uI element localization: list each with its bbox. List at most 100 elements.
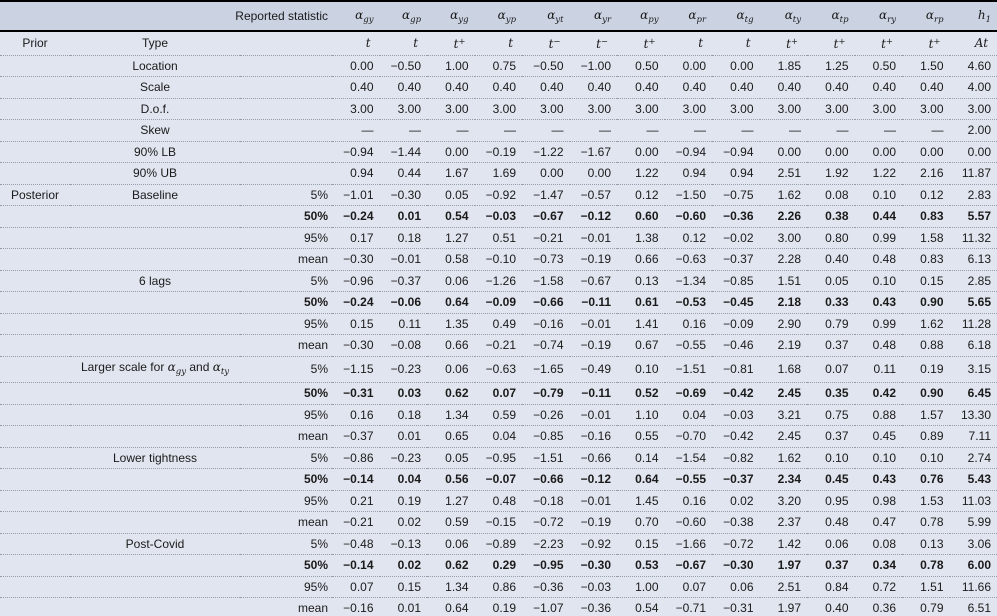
value-cell: −1.50 bbox=[664, 184, 713, 206]
stat-label: 50% bbox=[240, 291, 333, 314]
math-symbol: αty bbox=[784, 7, 802, 25]
value-cell: 0.62 bbox=[427, 382, 475, 405]
value-cell: 0.21 bbox=[332, 490, 380, 512]
math-symbol: αrp bbox=[925, 7, 944, 25]
value-cell: 0.12 bbox=[617, 184, 665, 206]
value-cell: −0.26 bbox=[522, 404, 570, 426]
column-header-alpha-yp: αyp bbox=[474, 1, 523, 32]
value-cell: 11.28 bbox=[949, 313, 997, 335]
value-cell: 3.21 bbox=[759, 404, 808, 426]
value-cell: −0.36 bbox=[580, 601, 612, 615]
posterior-section-label bbox=[0, 382, 70, 405]
value-cell: −0.67 bbox=[664, 554, 713, 577]
type-column-label: Type bbox=[70, 31, 240, 56]
prior-col-spacer bbox=[0, 55, 70, 77]
value-cell: 0.66 bbox=[617, 248, 665, 271]
column-type-alpha-gy: t bbox=[332, 31, 380, 56]
value-cell: 2.45 bbox=[759, 425, 808, 448]
value-cell: 0.37 bbox=[807, 334, 855, 357]
stat-spacer bbox=[240, 162, 333, 185]
value-cell: 0.43 bbox=[854, 291, 903, 314]
math-symbol: t+ bbox=[453, 37, 466, 51]
value-cell: −0.30 bbox=[332, 248, 380, 271]
value-cell: −0.08 bbox=[379, 334, 428, 357]
stat-label: mean bbox=[297, 601, 329, 615]
value-cell: 1.50 bbox=[902, 55, 950, 77]
value-cell: 1.00 bbox=[617, 576, 665, 598]
value-cell: 3.06 bbox=[949, 533, 997, 555]
value-cell: −0.92 bbox=[474, 184, 523, 206]
value-cell: −1.51 bbox=[522, 447, 570, 469]
value-cell: 0.79 bbox=[920, 601, 944, 615]
value-cell: 0.40 bbox=[474, 76, 523, 99]
value-cell: −1.47 bbox=[522, 184, 570, 206]
value-cell: 0.75 bbox=[474, 55, 523, 77]
column-header-alpha-ty: αty bbox=[759, 1, 808, 32]
value-cell: 0.33 bbox=[807, 291, 855, 314]
value-cell: 0.11 bbox=[379, 313, 428, 335]
value-cell: — bbox=[569, 119, 618, 142]
stat-label: 95% bbox=[240, 404, 333, 426]
value-cell: 1.67 bbox=[427, 162, 475, 185]
value-cell: 0.94 bbox=[712, 162, 760, 185]
posterior-row: 95% 0.16 0.18 1.34 0.59 −0.26 −0.01 1.10 0.04 −0.… bbox=[0, 404, 997, 426]
value-cell: −0.38 bbox=[712, 511, 760, 534]
value-cell: −0.06 bbox=[379, 291, 428, 314]
value-cell: −1.58 bbox=[522, 270, 570, 292]
value-cell: 11.03 bbox=[949, 490, 997, 512]
value-cell: 0.00 bbox=[427, 141, 475, 163]
value-cell: 0.06 bbox=[712, 576, 760, 598]
value-cell: 0.51 bbox=[474, 227, 523, 249]
value-cell: 3.20 bbox=[759, 490, 808, 512]
value-cell: 0.37 bbox=[807, 425, 855, 448]
value-cell: −0.07 bbox=[474, 468, 523, 491]
value-cell: −0.66 bbox=[522, 468, 570, 491]
prior-row: Scale 0.40 0.40 0.40 0.40 0.40 0.40 0.40 0.40 0.4… bbox=[0, 76, 997, 99]
value-cell: −0.50 bbox=[522, 55, 570, 77]
posterior-row: 95% 0.15 0.11 1.35 0.49 −0.16 −0.01 1.41 0.16 −0.… bbox=[0, 313, 997, 335]
value-cell: 1.57 bbox=[902, 404, 950, 426]
prior-row-type-label: 90% LB bbox=[70, 141, 240, 163]
posterior-block-type-label bbox=[70, 227, 240, 249]
value-cell: 5.57 bbox=[949, 205, 997, 228]
stat-label: mean bbox=[240, 334, 333, 357]
value-cell: 0.19 bbox=[492, 601, 517, 615]
column-type-alpha-ry: t+ bbox=[854, 31, 903, 56]
value-cell: 3.00 bbox=[617, 98, 665, 120]
value-cell: 0.88 bbox=[854, 404, 903, 426]
value-cell: 0.00 bbox=[332, 55, 380, 77]
value-cell: −0.70 bbox=[664, 425, 713, 448]
value-cell: 0.95 bbox=[807, 490, 855, 512]
value-cell: 0.48 bbox=[854, 334, 903, 357]
posterior-section-label bbox=[0, 447, 70, 469]
value-cell: 0.61 bbox=[617, 291, 665, 314]
stat-label: 50% bbox=[240, 382, 333, 405]
value-cell: −0.16 bbox=[343, 601, 374, 615]
value-cell: 0.98 bbox=[854, 490, 903, 512]
posterior-row: 95% 0.21 0.19 1.27 0.48 −0.18 −0.01 1.45 0.16 0.0… bbox=[0, 490, 997, 512]
value-cell: −0.49 bbox=[569, 356, 618, 383]
value-cell: 3.15 bbox=[949, 356, 997, 383]
posterior-block-type-label bbox=[70, 291, 240, 314]
value-cell: 0.99 bbox=[854, 227, 903, 249]
column-header-h1: h1 bbox=[949, 1, 997, 32]
value-cell: −0.55 bbox=[664, 468, 713, 491]
value-cell: 1.97 bbox=[759, 554, 808, 577]
value-cell: 0.90 bbox=[902, 291, 950, 314]
value-cell: 0.40 bbox=[902, 76, 950, 99]
math-symbol: t+ bbox=[881, 37, 894, 51]
prior-col-spacer bbox=[0, 119, 70, 142]
value-cell: 0.01 bbox=[379, 425, 428, 448]
value-cell: 0.04 bbox=[474, 425, 523, 448]
value-cell: −0.85 bbox=[522, 425, 570, 448]
column-type-alpha-tp: t+ bbox=[807, 31, 855, 56]
value-cell: 0.07 bbox=[807, 356, 855, 383]
value-cell: 0.78 bbox=[902, 511, 950, 534]
value-cell: −0.63 bbox=[664, 248, 713, 271]
value-cell: 0.42 bbox=[854, 382, 903, 405]
value-cell: 1.42 bbox=[759, 533, 808, 555]
value-cell: −1.67 bbox=[569, 141, 618, 163]
value-cell: 0.45 bbox=[807, 468, 855, 491]
value-cell: 3.00 bbox=[759, 98, 808, 120]
value-cell: −0.30 bbox=[332, 334, 380, 357]
